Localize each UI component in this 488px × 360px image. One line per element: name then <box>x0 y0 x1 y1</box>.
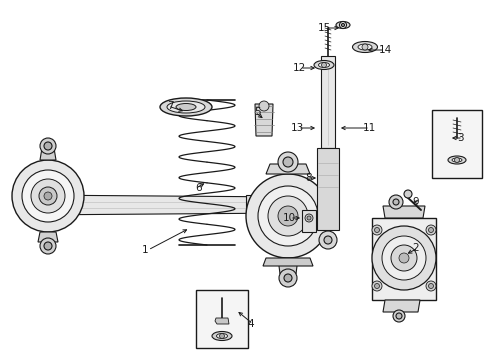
Circle shape <box>40 238 56 254</box>
Circle shape <box>427 284 433 288</box>
Circle shape <box>278 152 297 172</box>
Text: 9: 9 <box>411 197 418 207</box>
Circle shape <box>339 22 346 28</box>
Circle shape <box>44 192 52 200</box>
Circle shape <box>39 187 57 205</box>
Text: 11: 11 <box>362 123 375 133</box>
Circle shape <box>279 269 296 287</box>
Circle shape <box>388 195 402 209</box>
Circle shape <box>324 236 331 244</box>
Polygon shape <box>263 258 312 266</box>
Circle shape <box>44 242 52 250</box>
Circle shape <box>425 225 435 235</box>
Ellipse shape <box>313 60 333 69</box>
Ellipse shape <box>212 332 231 341</box>
Circle shape <box>371 226 435 290</box>
Ellipse shape <box>216 333 227 338</box>
Circle shape <box>306 216 310 220</box>
Text: 15: 15 <box>317 23 330 33</box>
Polygon shape <box>254 104 272 136</box>
Circle shape <box>392 199 398 205</box>
Circle shape <box>318 231 336 249</box>
Circle shape <box>258 186 317 246</box>
Ellipse shape <box>451 158 461 162</box>
Circle shape <box>374 284 379 288</box>
Polygon shape <box>215 318 228 324</box>
Circle shape <box>12 160 84 232</box>
Circle shape <box>341 23 344 27</box>
Bar <box>302 210 315 232</box>
Circle shape <box>381 236 425 280</box>
Circle shape <box>305 214 312 222</box>
Bar <box>196 290 247 348</box>
Circle shape <box>283 157 292 167</box>
Circle shape <box>245 174 329 258</box>
Circle shape <box>259 101 268 111</box>
Polygon shape <box>316 148 338 230</box>
Circle shape <box>425 281 435 291</box>
Ellipse shape <box>357 44 371 50</box>
Polygon shape <box>320 56 334 148</box>
Text: 3: 3 <box>456 133 463 143</box>
Circle shape <box>371 281 381 291</box>
Circle shape <box>427 228 433 233</box>
Ellipse shape <box>176 104 196 111</box>
Text: 4: 4 <box>246 319 253 329</box>
Text: 2: 2 <box>411 243 418 253</box>
Circle shape <box>392 310 404 322</box>
Circle shape <box>403 190 411 198</box>
Circle shape <box>40 138 56 154</box>
Text: 12: 12 <box>292 63 305 73</box>
Ellipse shape <box>352 41 377 53</box>
Circle shape <box>22 170 74 222</box>
Text: 1: 1 <box>142 245 148 255</box>
Circle shape <box>361 44 367 50</box>
Polygon shape <box>382 206 424 218</box>
Circle shape <box>374 228 379 233</box>
Polygon shape <box>278 258 297 274</box>
Text: 10: 10 <box>282 213 295 223</box>
Text: 5: 5 <box>254 107 261 117</box>
Ellipse shape <box>447 156 465 164</box>
Ellipse shape <box>167 101 204 113</box>
Ellipse shape <box>335 22 349 28</box>
Text: 14: 14 <box>378 45 391 55</box>
Polygon shape <box>265 164 309 174</box>
Bar <box>431 110 481 178</box>
Polygon shape <box>40 148 56 160</box>
Circle shape <box>321 63 326 68</box>
Circle shape <box>31 179 65 213</box>
Circle shape <box>267 196 307 236</box>
Polygon shape <box>25 195 74 215</box>
Text: 6: 6 <box>195 183 202 193</box>
Circle shape <box>390 245 416 271</box>
Circle shape <box>395 313 401 319</box>
Circle shape <box>284 274 291 282</box>
Text: 13: 13 <box>290 123 304 133</box>
Polygon shape <box>245 195 294 215</box>
Polygon shape <box>25 195 294 215</box>
Ellipse shape <box>160 98 212 116</box>
Ellipse shape <box>318 63 329 68</box>
Circle shape <box>371 225 381 235</box>
Polygon shape <box>38 232 58 242</box>
Circle shape <box>453 157 459 162</box>
Text: 7: 7 <box>167 101 174 111</box>
Polygon shape <box>382 300 419 312</box>
Text: 8: 8 <box>305 173 311 183</box>
Polygon shape <box>371 218 435 300</box>
Circle shape <box>44 142 52 150</box>
Circle shape <box>219 333 224 338</box>
Circle shape <box>398 253 408 263</box>
Circle shape <box>278 206 297 226</box>
